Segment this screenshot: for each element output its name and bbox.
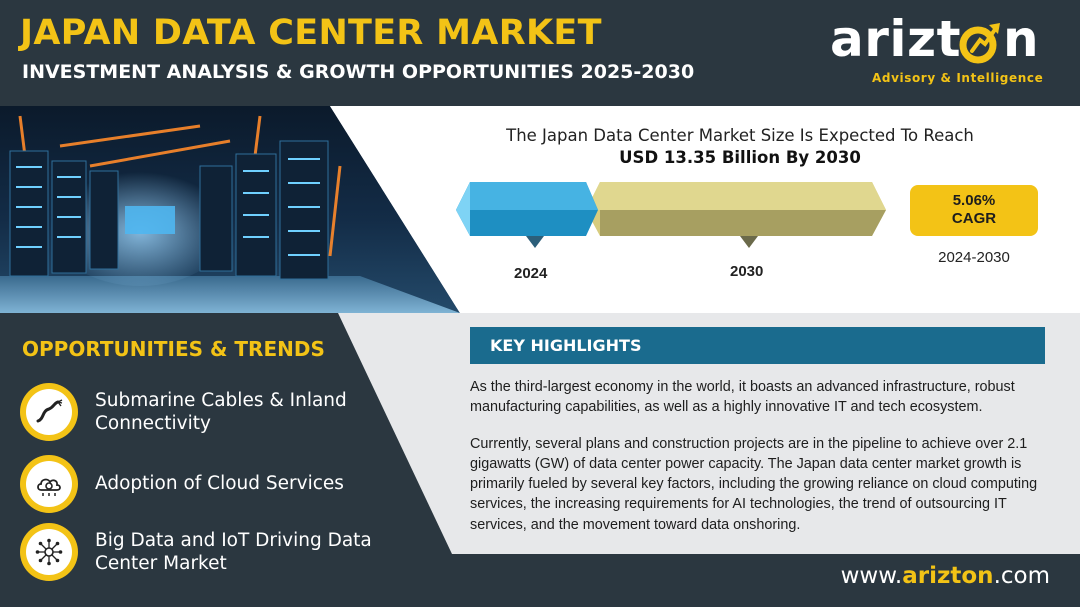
website-link[interactable]: www.arizton.com — [840, 563, 1050, 589]
cagr-value: 5.06% — [952, 192, 996, 209]
opportunity-label: Submarine Cables & Inland Connectivity — [95, 389, 347, 434]
logo-growth-icon — [959, 23, 1000, 64]
year-label-2024: 2024 — [514, 265, 548, 282]
cloud-gear-icon — [20, 455, 78, 513]
cagr-label: CAGR — [951, 210, 997, 227]
data-center-image — [0, 106, 470, 313]
opportunity-item-bigdata: Big Data and IoT Driving Data Center Mar… — [20, 523, 395, 581]
market-size-value: USD 13.35 Billion By 2030 — [619, 148, 861, 167]
bar-2030 — [586, 182, 886, 248]
key-highlights-title: KEY HIGHLIGHTS — [470, 327, 1045, 364]
highlight-paragraph: As the third-largest economy in the worl… — [470, 379, 1015, 416]
growth-bars — [456, 182, 886, 248]
arizton-logo[interactable]: arizt n Advisory & Intelligence — [826, 14, 1046, 90]
year-label-2030: 2030 — [730, 263, 764, 280]
opportunity-label: Big Data and IoT Driving Data Center Mar… — [95, 529, 372, 574]
market-size-intro: The Japan Data Center Market Size Is Exp… — [506, 126, 974, 145]
page-title: JAPAN DATA CENTER MARKET — [20, 13, 602, 53]
opportunity-item-cloud: Adoption of Cloud Services — [20, 455, 395, 513]
logo-wordmark: arizt n — [830, 10, 1040, 68]
logo-tagline: Advisory & Intelligence — [872, 71, 1044, 85]
bar-2024 — [456, 182, 598, 248]
cable-icon — [20, 383, 78, 441]
opportunity-item-cables: Submarine Cables & Inland Connectivity — [20, 383, 395, 441]
opportunities-title: OPPORTUNITIES & TRENDS — [22, 337, 325, 361]
cagr-period: 2024-2030 — [938, 249, 1010, 266]
network-icon — [20, 523, 78, 581]
cagr-badge: 5.06% CAGR — [910, 185, 1038, 236]
opportunity-label: Adoption of Cloud Services — [95, 473, 344, 495]
highlight-paragraph: Currently, several plans and constructio… — [470, 436, 1038, 533]
page-subtitle: INVESTMENT ANALYSIS & GROWTH OPPORTUNITI… — [22, 61, 695, 83]
